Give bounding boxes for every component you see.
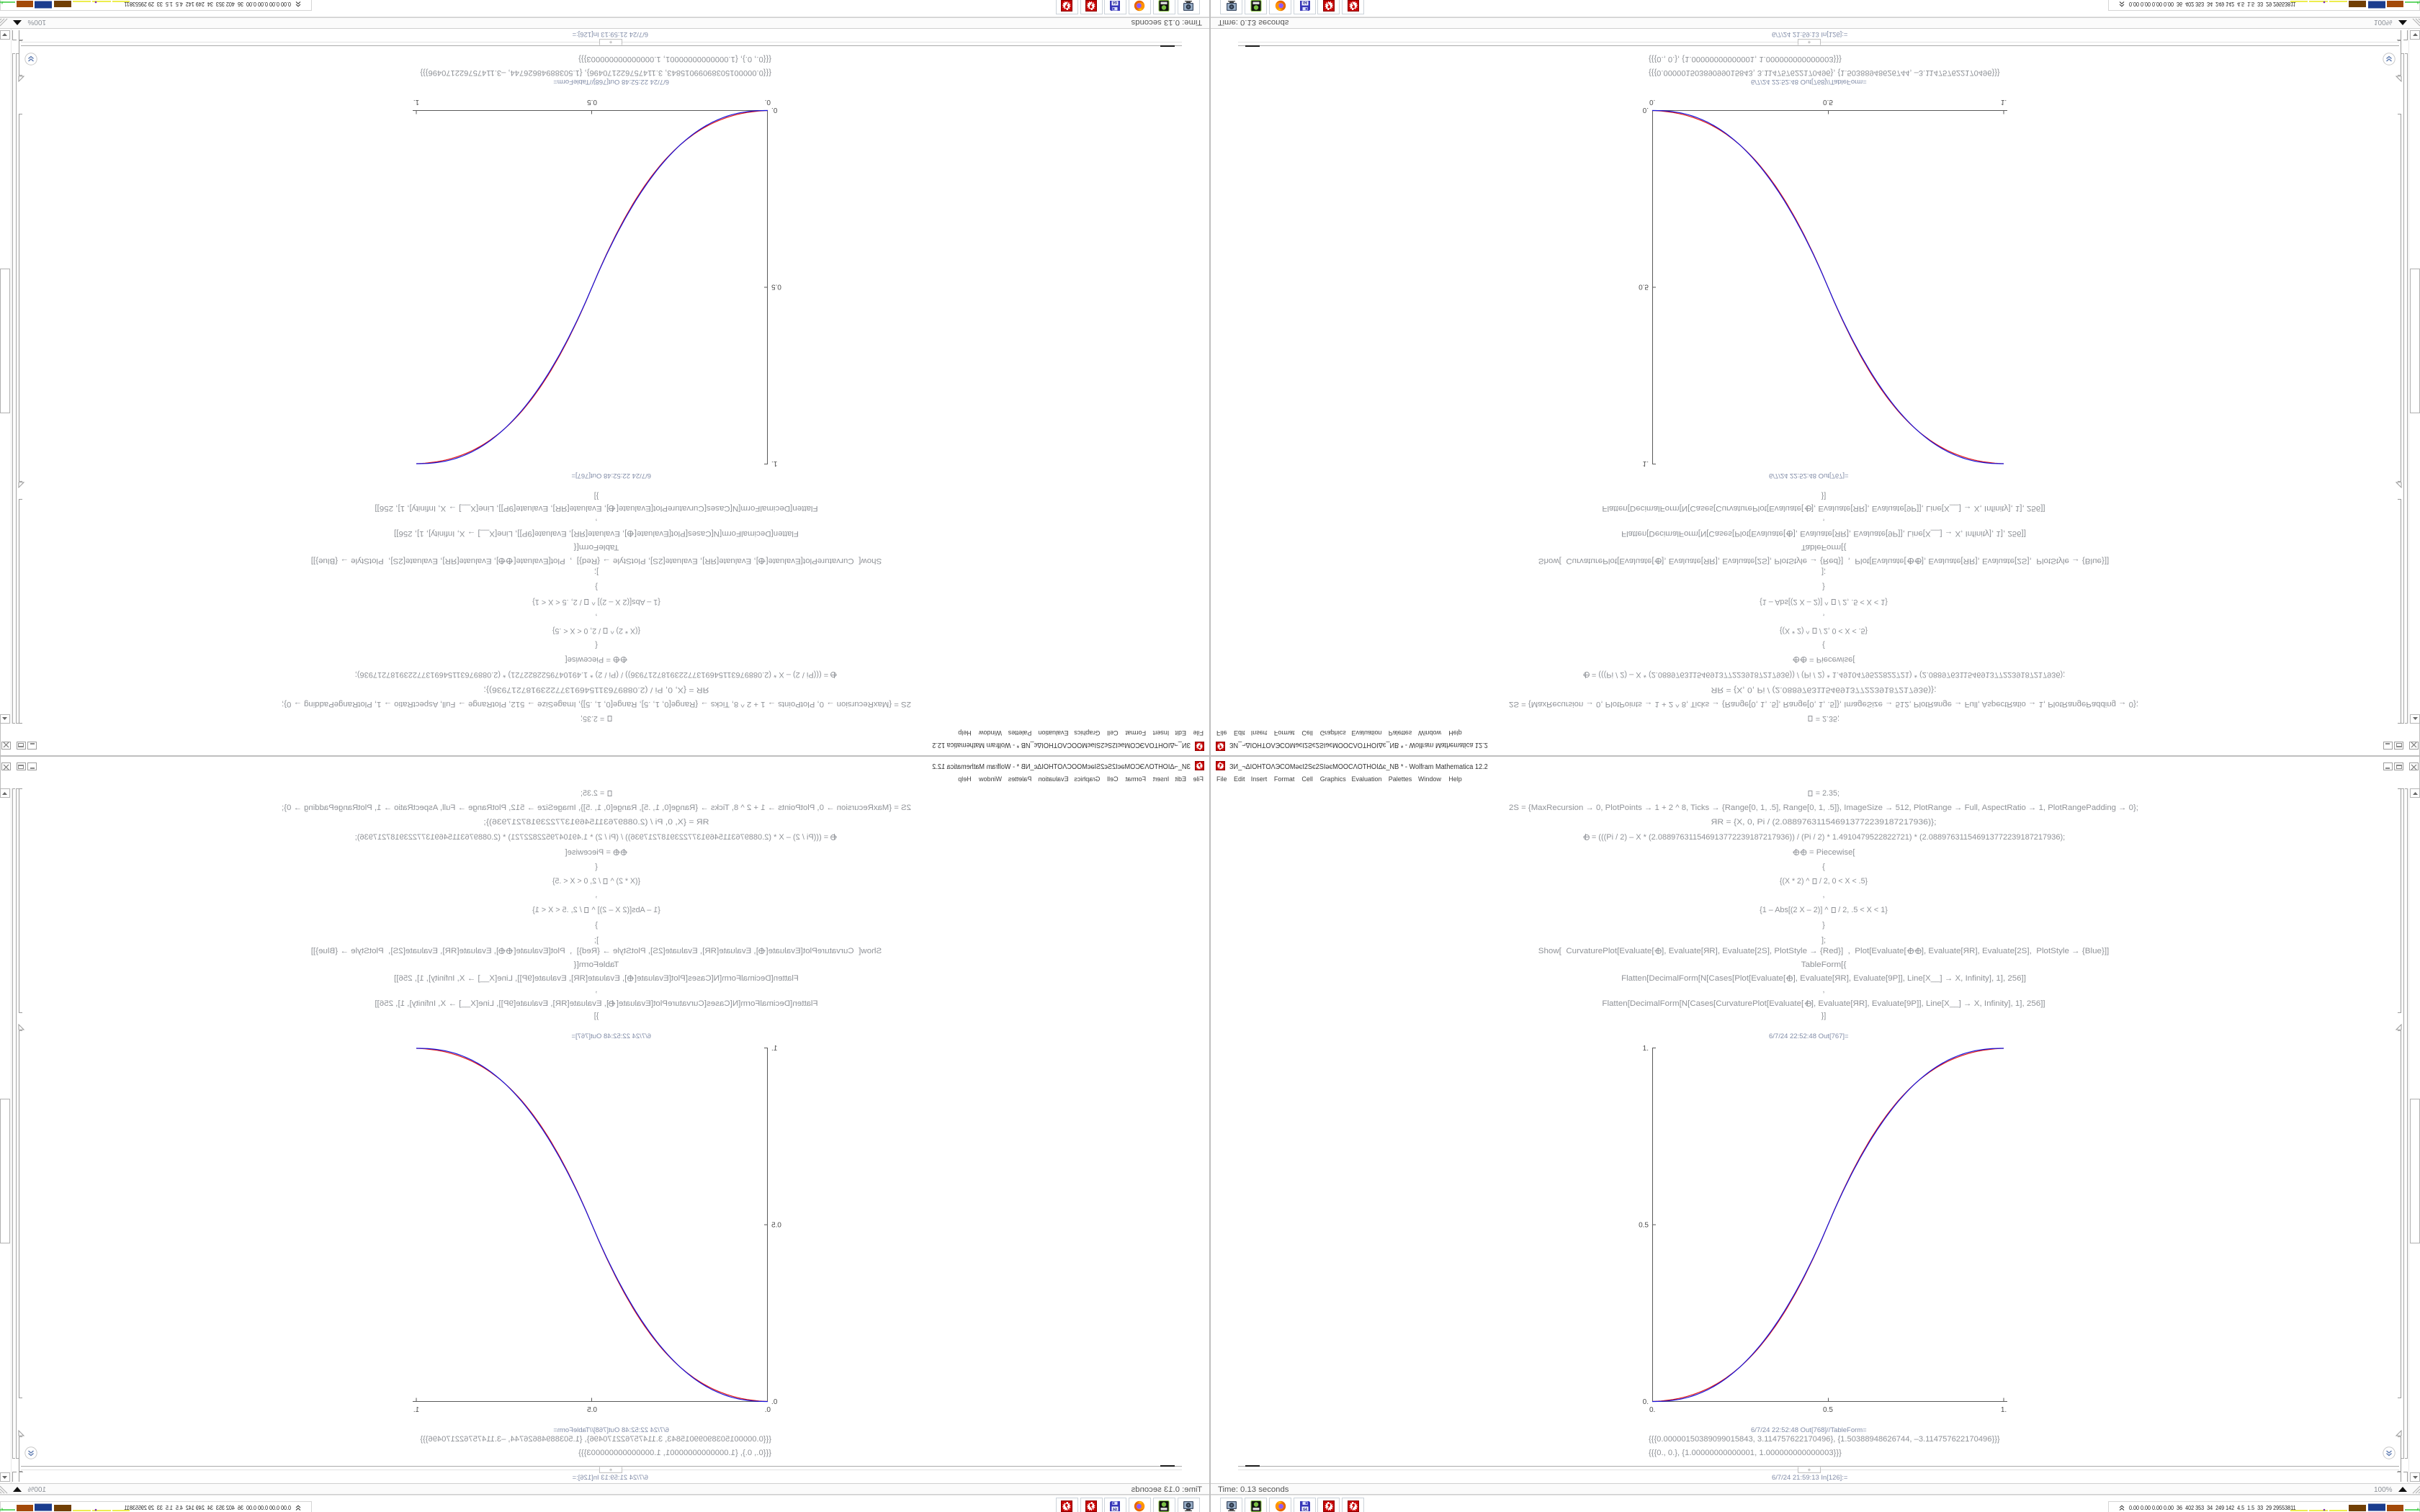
svg-text:0.5: 0.5 [771, 1222, 781, 1230]
svg-text:1.: 1. [1643, 459, 1649, 467]
svg-text:0.: 0. [1643, 106, 1649, 114]
svg-text:1.: 1. [771, 1045, 777, 1053]
svg-text:0.5: 0.5 [1639, 283, 1649, 291]
svg-text:1.: 1. [1643, 1045, 1649, 1053]
svg-text:1.: 1. [2001, 1406, 2007, 1414]
svg-text:1.: 1. [2001, 98, 2007, 106]
svg-text:0.5: 0.5 [1639, 1222, 1649, 1230]
svg-text:1.: 1. [413, 1406, 419, 1414]
svg-text:0.: 0. [765, 1406, 771, 1414]
svg-text:64: 64 [1303, 0, 1307, 4]
svg-text:0.5: 0.5 [587, 1406, 597, 1414]
svg-text:64: 64 [1113, 0, 1117, 4]
svg-text:0.: 0. [1649, 98, 1655, 106]
svg-text:0.5: 0.5 [1823, 98, 1833, 106]
svg-text:0.: 0. [765, 98, 771, 106]
svg-text:0.5: 0.5 [587, 98, 597, 106]
svg-text:0.: 0. [1649, 1406, 1655, 1414]
svg-text:1.: 1. [771, 459, 777, 467]
svg-text:64: 64 [1113, 1508, 1117, 1512]
svg-text:0.: 0. [771, 1398, 777, 1406]
svg-text:0.: 0. [1643, 1398, 1649, 1406]
svg-text:1.: 1. [413, 98, 419, 106]
svg-text:0.5: 0.5 [771, 283, 781, 291]
svg-text:0.5: 0.5 [1823, 1406, 1833, 1414]
svg-text:64: 64 [1303, 1508, 1307, 1512]
svg-text:0.: 0. [771, 106, 777, 114]
